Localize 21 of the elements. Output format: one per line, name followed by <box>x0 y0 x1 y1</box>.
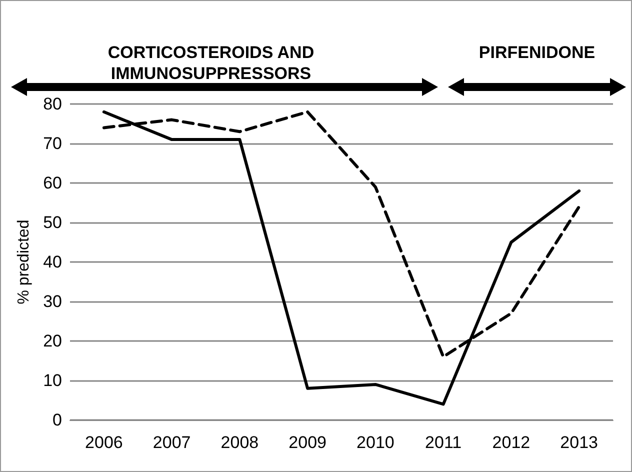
y-tick-label: 50 <box>43 213 62 232</box>
y-tick-label: 30 <box>43 292 62 311</box>
x-tick-label: 2013 <box>560 433 598 452</box>
x-tick-label: 2009 <box>288 433 326 452</box>
y-tick-label: 60 <box>43 174 62 192</box>
y-tick-label: 0 <box>52 410 62 430</box>
y-tick-label: 70 <box>43 134 62 153</box>
y-tick-label: 20 <box>43 332 62 350</box>
y-axis-title: % predicted <box>16 220 32 304</box>
x-tick-label: 2006 <box>85 433 123 452</box>
text: CORTICOSTEROIDS AND IMMUNOSUPPRESSORS <box>106 42 316 84</box>
y-tick-label: 10 <box>43 371 62 390</box>
x-tick-label: 2008 <box>220 433 259 452</box>
x-tick-label: 2010 <box>356 433 394 452</box>
line-series <box>102 110 581 406</box>
x-tick-label: 2012 <box>492 433 530 452</box>
y-tick-label: 80 <box>43 94 62 114</box>
x-tick-label: 2011 <box>425 433 462 452</box>
y-tick-label: 40 <box>43 252 62 272</box>
text: PIRFENIDONE <box>478 42 596 63</box>
x-tick-label: 2007 <box>152 433 191 452</box>
